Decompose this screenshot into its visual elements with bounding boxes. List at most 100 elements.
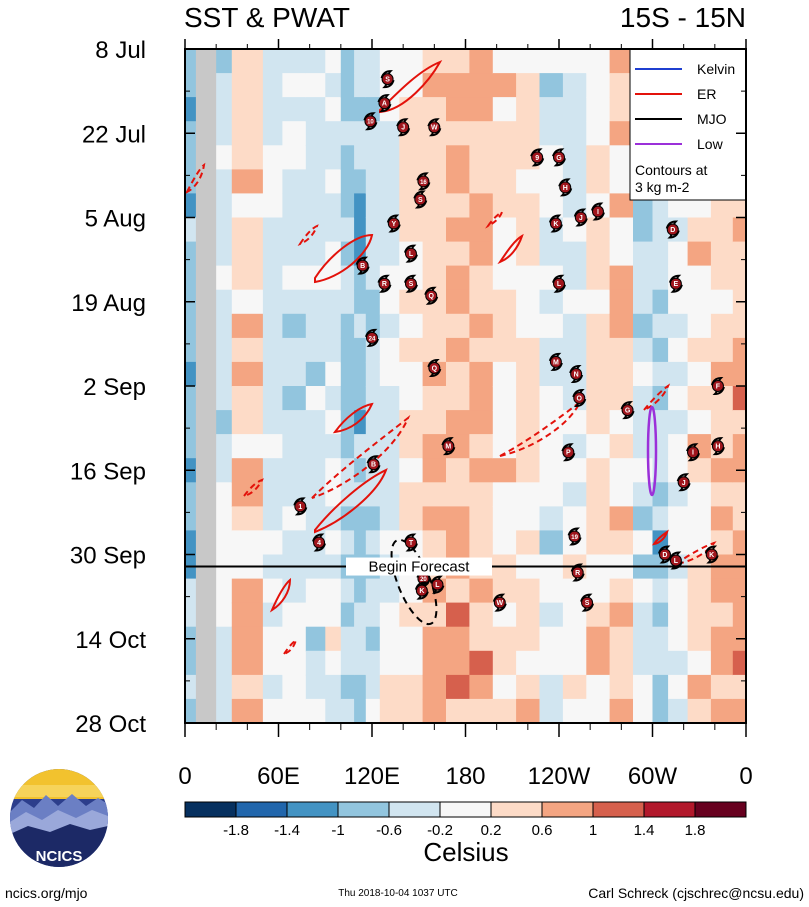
sst-cell	[365, 578, 381, 604]
sst-cell	[231, 73, 264, 98]
sst-cell	[305, 626, 326, 652]
storm-marker: S	[380, 70, 395, 89]
sst-cell	[539, 674, 564, 700]
sst-cell	[446, 313, 470, 339]
sst-cell	[687, 265, 712, 291]
storm-marker: 4	[312, 533, 326, 552]
colorbar-swatch	[694, 801, 747, 818]
sst-cell	[365, 193, 381, 219]
sst-cell	[422, 193, 447, 219]
sst-cell	[354, 169, 367, 195]
sst-cell	[516, 650, 541, 676]
sst-cell	[305, 97, 326, 122]
storm-marker: Q	[427, 358, 442, 377]
storm-marker: W	[427, 118, 442, 137]
colorbar-swatch	[388, 801, 441, 818]
sst-cell	[586, 506, 611, 532]
sst-cell	[231, 145, 264, 170]
sst-cell	[562, 97, 587, 122]
sst-cell	[516, 289, 541, 315]
sst-cell	[325, 97, 342, 122]
sst-cell	[231, 217, 264, 243]
sst-cell	[282, 650, 307, 676]
sst-cell	[282, 674, 307, 700]
sst-cell	[379, 626, 400, 652]
storm-marker: D	[665, 220, 680, 239]
sst-cell	[710, 337, 734, 363]
sst-cell	[609, 626, 634, 652]
sst-cell	[492, 265, 517, 291]
sst-cell	[586, 289, 611, 315]
storm-label: 9	[535, 155, 539, 162]
sst-cell	[586, 265, 611, 291]
sst-cell	[422, 73, 447, 98]
sst-cell	[399, 482, 424, 507]
sst-cell	[185, 410, 198, 435]
colorbar-swatch	[439, 801, 492, 818]
sst-cell	[379, 289, 400, 315]
sst-cell	[609, 241, 634, 267]
sst-cell	[710, 530, 734, 556]
sst-cell	[422, 650, 447, 676]
sst-cell	[492, 698, 517, 723]
sst-cell	[732, 698, 746, 723]
sst-cell	[231, 386, 264, 411]
sst-cell	[732, 265, 746, 291]
sst-cell	[516, 482, 541, 507]
sst-cell	[586, 482, 611, 507]
sst-cell	[609, 289, 634, 315]
sst-cell	[340, 337, 355, 363]
sst-cell	[446, 361, 470, 387]
storm-label: K	[709, 552, 714, 559]
sst-cell	[687, 698, 712, 723]
er-contour	[497, 233, 524, 265]
sst-cell	[469, 482, 494, 507]
sst-cell	[185, 482, 198, 507]
sst-cell	[539, 434, 564, 459]
er-contour	[314, 468, 388, 534]
sst-cell	[609, 482, 634, 507]
storm-label: K	[419, 588, 424, 595]
sst-cell	[379, 602, 400, 628]
footer-author: Carl Schreck (cjschrec@ncsu.edu)	[588, 885, 804, 901]
storm-label: S	[585, 600, 590, 607]
sst-cell	[305, 289, 326, 315]
y-tick-label: 2 Sep	[83, 374, 146, 401]
storm-marker: B	[366, 455, 381, 474]
sst-cell	[469, 169, 494, 195]
sst-cell	[305, 313, 326, 339]
sst-cell	[586, 73, 611, 98]
sst-cell	[305, 73, 326, 98]
sst-cell	[399, 73, 424, 98]
legend: Kelvin ER MJO Low Contours at 3 kg m-2	[629, 48, 747, 201]
storm-marker: I	[686, 443, 700, 462]
sst-cell	[340, 506, 355, 532]
sst-cell	[492, 386, 517, 411]
sst-cell	[325, 626, 342, 652]
sst-cell	[562, 241, 587, 267]
sst-cell	[305, 386, 326, 411]
sst-cell	[633, 482, 654, 507]
sst-cell	[710, 650, 734, 676]
sst-cell	[446, 49, 470, 74]
sst-cell	[516, 674, 541, 700]
sst-cell	[652, 241, 669, 267]
sst-cell	[446, 530, 470, 556]
storm-marker: O	[572, 389, 587, 408]
legend-label: ER	[697, 86, 716, 102]
sst-cell	[305, 145, 326, 170]
sst-cell	[282, 337, 307, 363]
sst-cell	[354, 97, 367, 122]
sst-cell	[262, 626, 283, 652]
sst-cell	[231, 169, 264, 195]
sst-cell	[305, 241, 326, 267]
sst-cell	[282, 241, 307, 267]
sst-cell	[185, 674, 198, 700]
sst-cell	[231, 650, 264, 676]
sst-cell	[633, 650, 654, 676]
sst-cell	[539, 313, 564, 339]
sst-cell	[354, 73, 367, 98]
storm-label: R	[382, 281, 387, 288]
sst-cell	[354, 530, 367, 556]
sst-cell	[652, 602, 669, 628]
